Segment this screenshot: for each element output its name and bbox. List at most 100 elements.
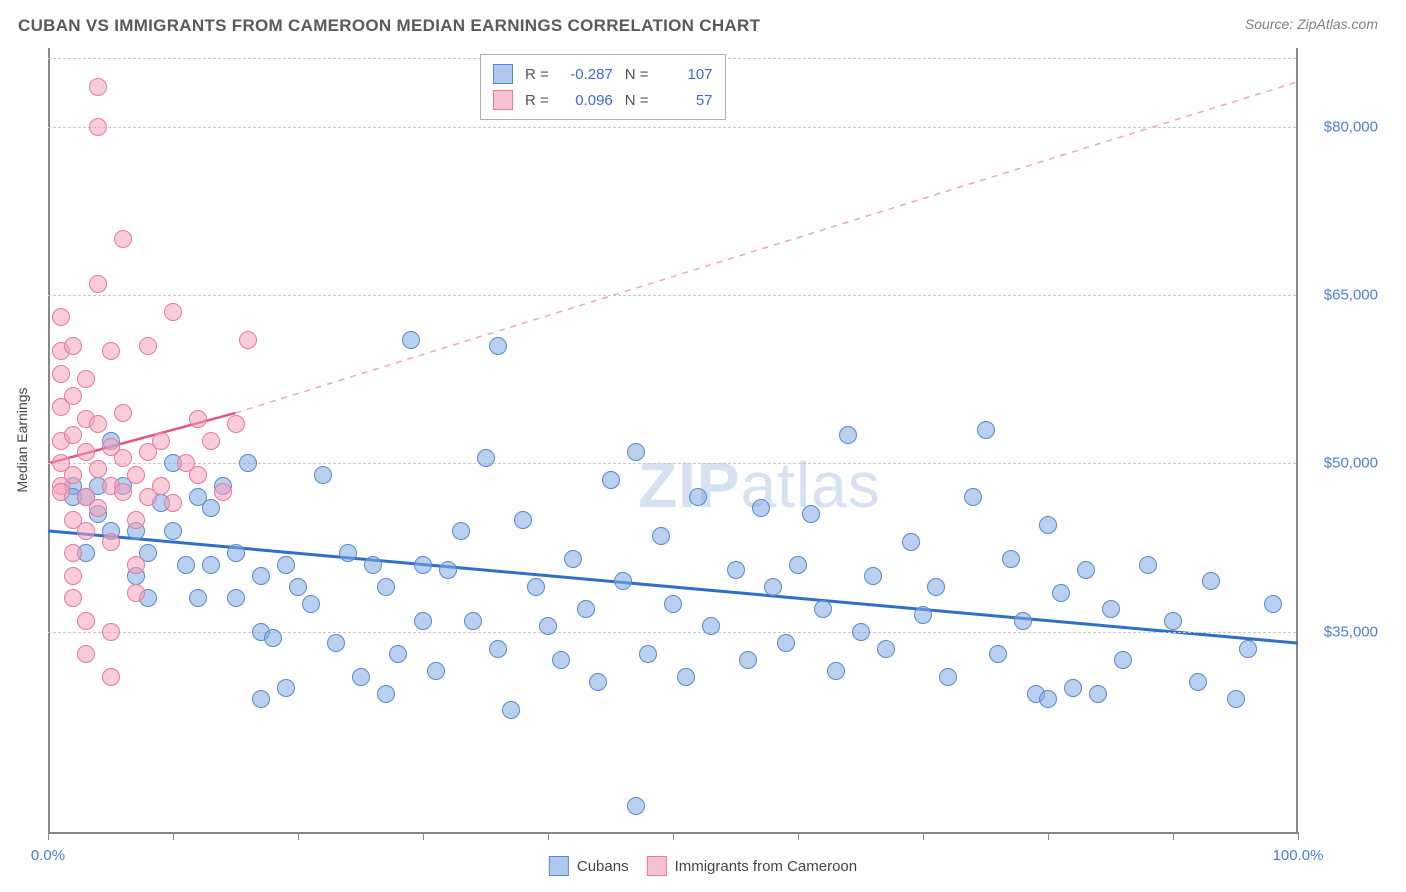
scatter-point [202, 556, 220, 574]
legend-item-cameroon: Immigrants from Cameroon [647, 856, 858, 876]
scatter-point [364, 556, 382, 574]
scatter-point [489, 337, 507, 355]
legend-item-cubans: Cubans [549, 856, 629, 876]
scatter-point [114, 449, 132, 467]
scatter-point [139, 337, 157, 355]
scatter-point [814, 600, 832, 618]
scatter-point [114, 230, 132, 248]
scatter-point [377, 578, 395, 596]
scatter-point [89, 118, 107, 136]
scatter-point [77, 612, 95, 630]
scatter-point [252, 690, 270, 708]
scatter-point [664, 595, 682, 613]
scatter-point [164, 303, 182, 321]
trend-line [236, 82, 1299, 413]
scatter-point [439, 561, 457, 579]
scatter-point [1039, 516, 1057, 534]
x-tick [1298, 832, 1299, 840]
x-tick [1048, 832, 1049, 840]
scatter-point [164, 522, 182, 540]
scatter-point [127, 584, 145, 602]
scatter-point [1189, 673, 1207, 691]
scatter-point [339, 544, 357, 562]
scatter-point [202, 499, 220, 517]
scatter-point [1114, 651, 1132, 669]
scatter-point [89, 275, 107, 293]
x-tick [798, 832, 799, 840]
scatter-point [102, 668, 120, 686]
scatter-point [789, 556, 807, 574]
scatter-point [164, 494, 182, 512]
scatter-point [89, 78, 107, 96]
x-tick [673, 832, 674, 840]
scatter-point [102, 342, 120, 360]
plot-area: ZIPatlas $35,000$50,000$65,000$80,0000.0… [48, 48, 1298, 834]
scatter-point [252, 567, 270, 585]
scatter-point [227, 415, 245, 433]
scatter-point [1014, 612, 1032, 630]
scatter-point [277, 679, 295, 697]
chart-container: CUBAN VS IMMIGRANTS FROM CAMEROON MEDIAN… [0, 0, 1406, 892]
scatter-point [739, 651, 757, 669]
scatter-point [127, 511, 145, 529]
y-tick-label: $35,000 [1324, 623, 1378, 640]
scatter-point [589, 673, 607, 691]
scatter-point [977, 421, 995, 439]
scatter-point [989, 645, 1007, 663]
scatter-point [102, 623, 120, 641]
scatter-point [64, 567, 82, 585]
scatter-point [1164, 612, 1182, 630]
scatter-point [727, 561, 745, 579]
scatter-point [52, 308, 70, 326]
scatter-point [289, 578, 307, 596]
scatter-point [614, 572, 632, 590]
y-tick-label: $65,000 [1324, 287, 1378, 304]
scatter-point [1052, 584, 1070, 602]
scatter-point [77, 645, 95, 663]
legend-label: Immigrants from Cameroon [675, 858, 858, 875]
scatter-point [927, 578, 945, 596]
scatter-point [514, 511, 532, 529]
scatter-point [902, 533, 920, 551]
scatter-point [939, 668, 957, 686]
scatter-point [89, 460, 107, 478]
x-tick [298, 832, 299, 840]
scatter-point [839, 426, 857, 444]
scatter-point [864, 567, 882, 585]
scatter-point [152, 477, 170, 495]
scatter-point [352, 668, 370, 686]
scatter-point [189, 466, 207, 484]
scatter-point [64, 544, 82, 562]
scatter-point [102, 533, 120, 551]
swatch-pink-icon [647, 856, 667, 876]
scatter-point [64, 387, 82, 405]
scatter-point [452, 522, 470, 540]
scatter-point [302, 595, 320, 613]
scatter-point [52, 483, 70, 501]
swatch-blue-icon [493, 64, 513, 84]
legend-label: Cubans [577, 858, 629, 875]
scatter-point [752, 499, 770, 517]
scatter-point [114, 483, 132, 501]
scatter-point [1089, 685, 1107, 703]
scatter-point [1039, 690, 1057, 708]
scatter-point [552, 651, 570, 669]
y-tick-label: $50,000 [1324, 455, 1378, 472]
scatter-point [389, 645, 407, 663]
scatter-point [277, 556, 295, 574]
source-label: Source: ZipAtlas.com [1245, 16, 1378, 32]
x-tick [423, 832, 424, 840]
scatter-point [1064, 679, 1082, 697]
scatter-point [639, 645, 657, 663]
scatter-point [689, 488, 707, 506]
scatter-point [239, 454, 257, 472]
scatter-point [502, 701, 520, 719]
stat-row-cameroon: R = 0.096 N = 57 [493, 87, 713, 113]
y-tick-label: $80,000 [1324, 118, 1378, 135]
gridline [48, 463, 1296, 464]
correlation-stats-box: R = -0.287 N = 107 R = 0.096 N = 57 [480, 54, 726, 120]
scatter-point [477, 449, 495, 467]
scatter-point [1264, 595, 1282, 613]
x-tick [48, 832, 49, 840]
scatter-point [964, 488, 982, 506]
